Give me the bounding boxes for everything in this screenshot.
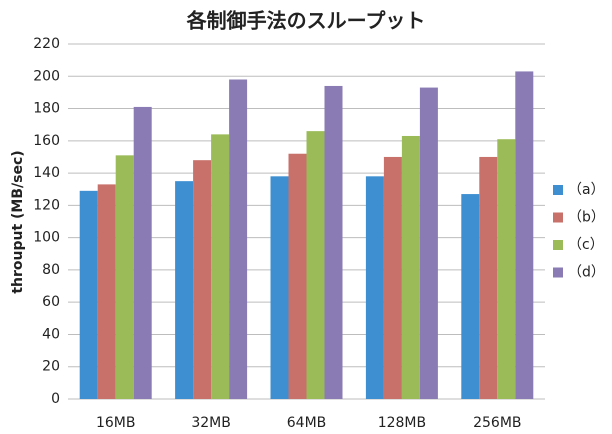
bar [306, 131, 325, 400]
bar [401, 135, 420, 399]
y-tick-label: 0 [51, 391, 60, 407]
x-tick-label: 64MB [287, 415, 327, 431]
legend-swatch [553, 267, 563, 278]
bar [288, 153, 307, 399]
y-tick-label: 140 [33, 165, 60, 181]
bar [324, 85, 343, 400]
bar [497, 139, 516, 400]
bar [383, 156, 402, 399]
bar [515, 71, 534, 399]
bar [365, 176, 384, 399]
y-tick-label: 180 [33, 101, 60, 117]
bar [479, 156, 498, 399]
y-tick-label: 200 [33, 68, 60, 84]
y-tick-label: 20 [42, 359, 60, 375]
x-tick-label: 128MB [378, 415, 426, 431]
bar [193, 160, 212, 399]
legend-label: （c） [568, 237, 604, 253]
legend-swatch [553, 185, 563, 195]
bar [211, 134, 230, 399]
x-tick-label: 32MB [191, 415, 231, 431]
bar [115, 155, 134, 399]
y-tick-label: 80 [42, 262, 60, 278]
bar [133, 106, 152, 399]
legend-swatch [553, 240, 563, 250]
y-tick-label: 60 [42, 294, 60, 310]
y-tick-label: 160 [33, 133, 60, 149]
bar [97, 184, 116, 399]
bar [175, 181, 194, 399]
y-tick-label: 40 [42, 326, 60, 342]
y-tick-label: 100 [33, 230, 60, 246]
legend-label: （d） [568, 265, 605, 281]
legend-swatch [553, 212, 563, 223]
legend-label: （b） [568, 210, 605, 226]
x-tick-label: 256MB [473, 415, 521, 431]
y-axis-label: throuput (MB/sec) [10, 150, 26, 293]
x-tick-label: 16MB [96, 415, 136, 431]
bar [270, 176, 289, 399]
bar [79, 190, 98, 399]
y-tick-label: 220 [33, 36, 60, 52]
chart-title: 各制御手法のスループット [186, 9, 426, 33]
bar [419, 87, 438, 400]
legend-label: （a） [568, 182, 605, 198]
bar [229, 79, 248, 399]
y-tick-label: 120 [33, 197, 60, 213]
bar [461, 194, 480, 399]
